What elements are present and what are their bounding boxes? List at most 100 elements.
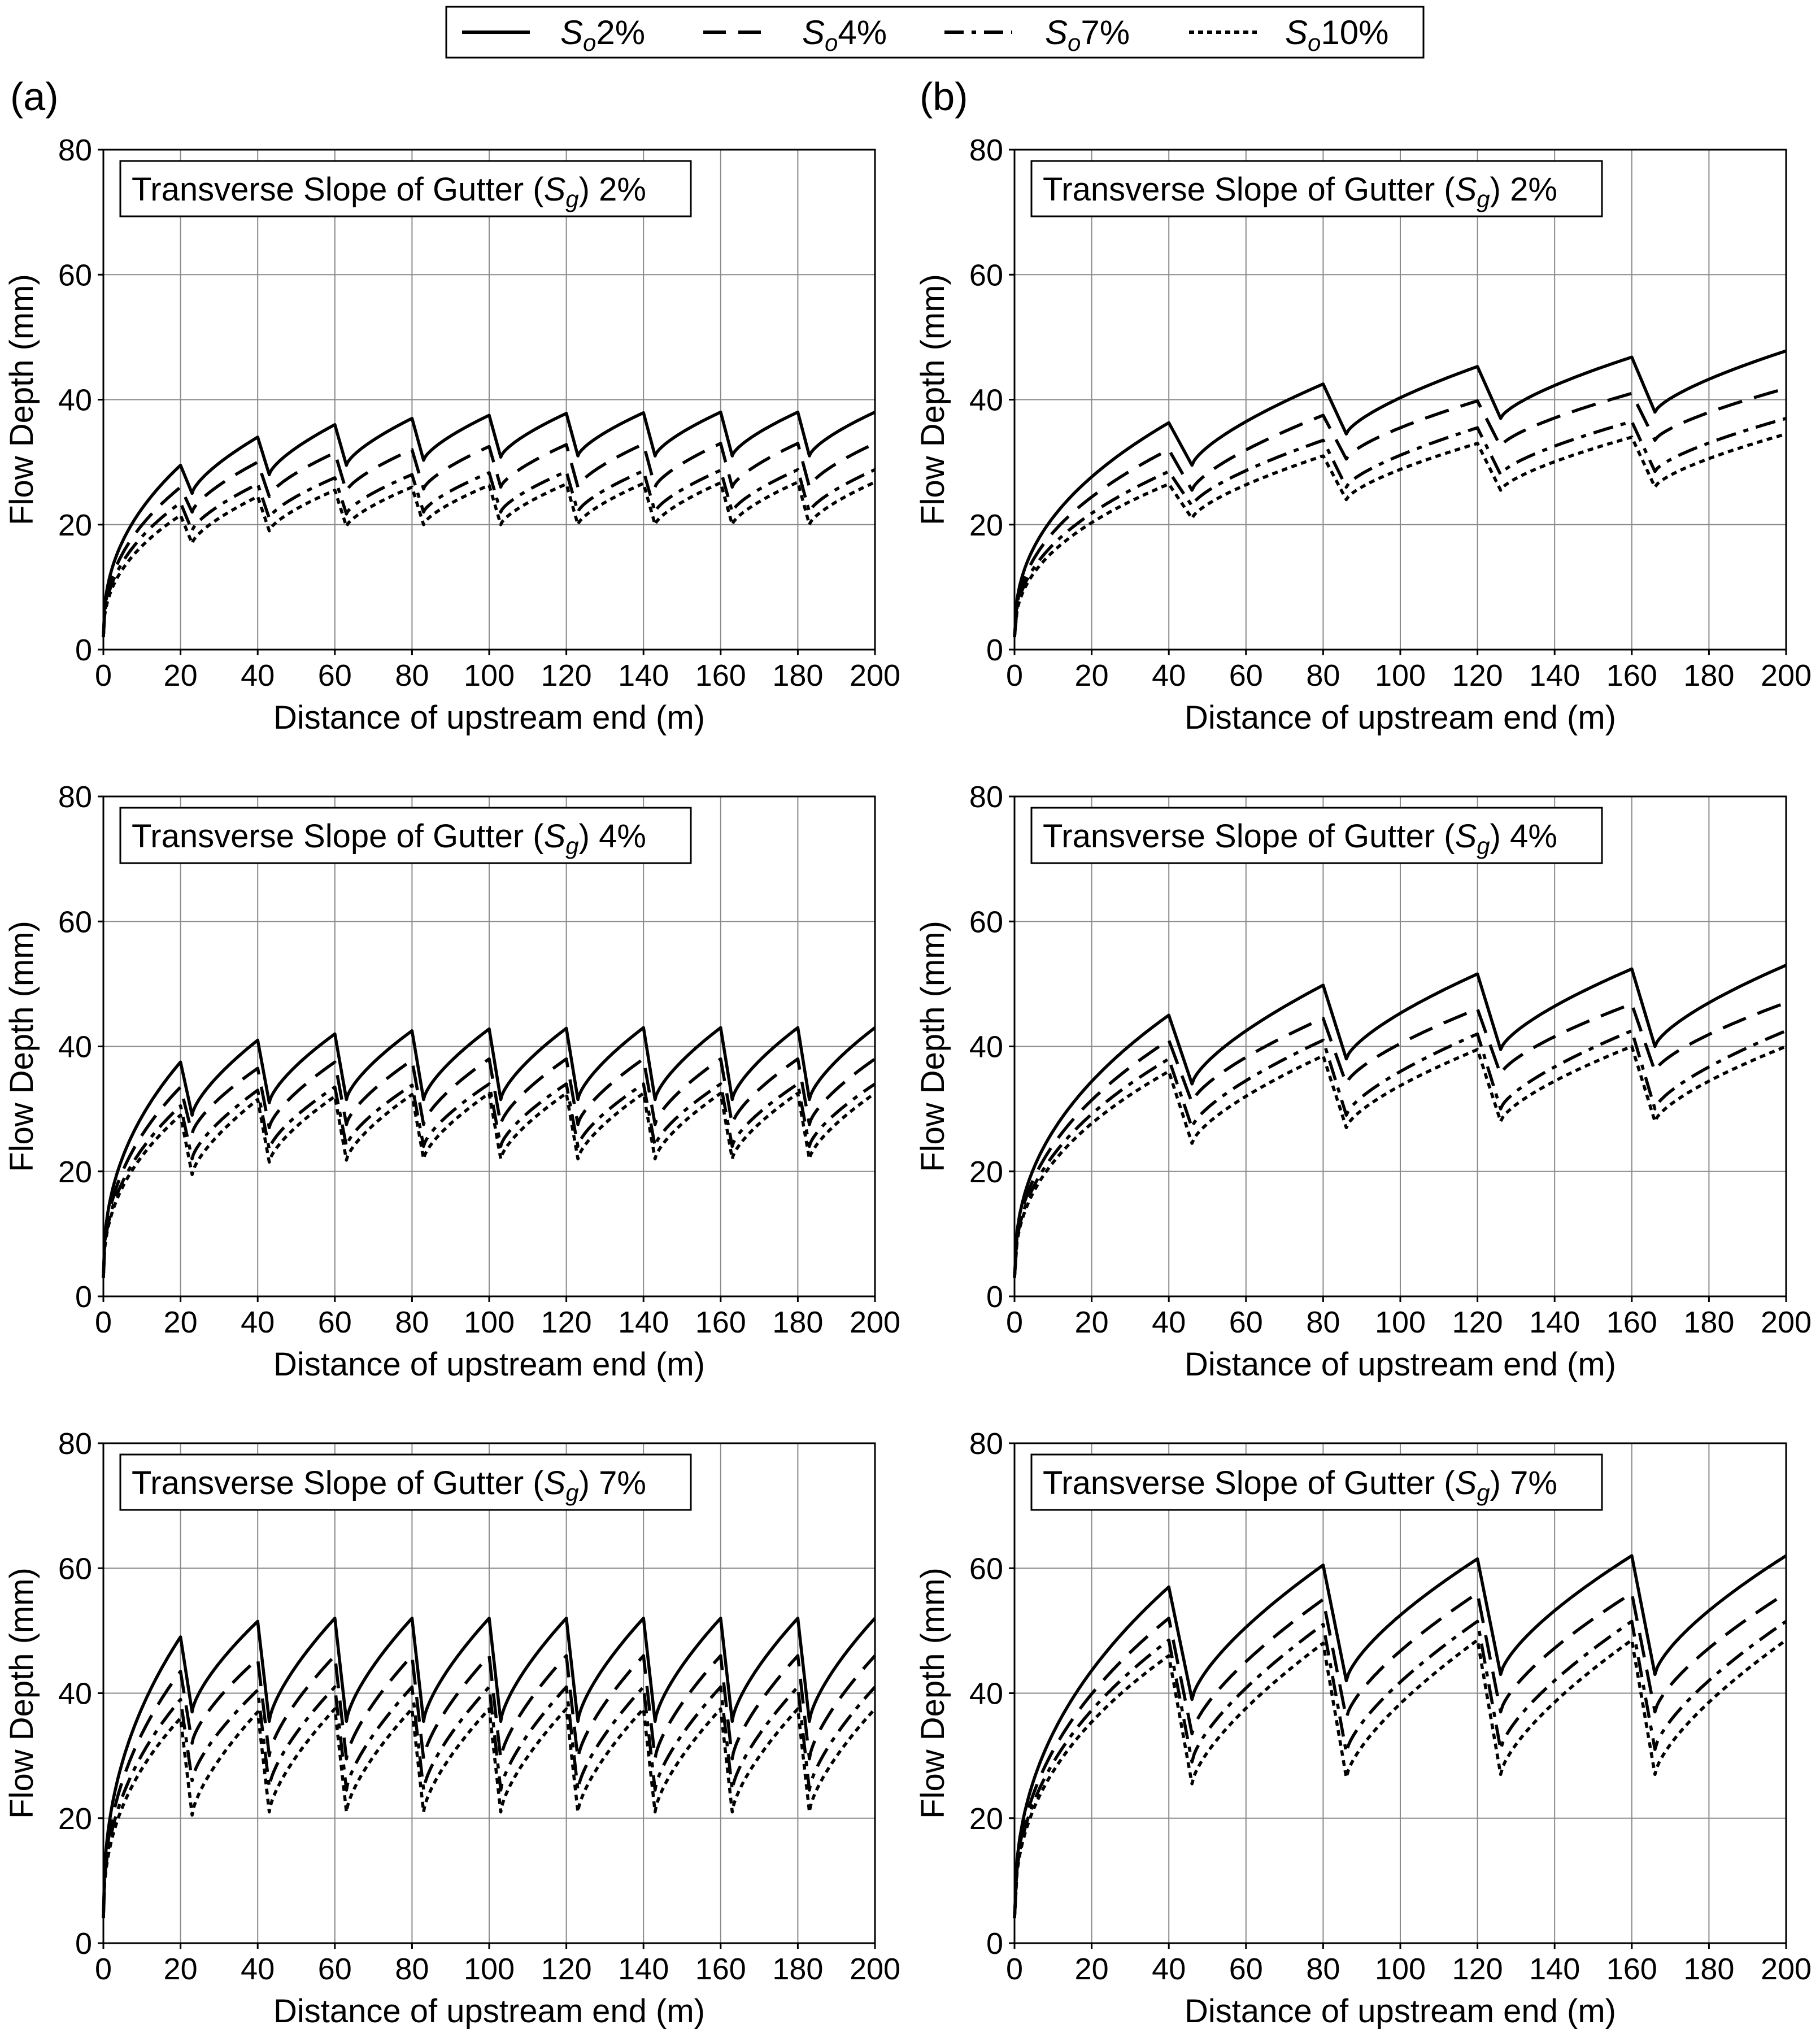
x-tick-label: 60 xyxy=(318,659,352,693)
y-axis-title: Flow Depth (mm) xyxy=(3,921,40,1172)
inset-label-text: Transverse Slope of Gutter (Sg) 4% xyxy=(132,818,646,859)
x-tick-label: 0 xyxy=(95,1952,112,1986)
series-line-so-2 xyxy=(102,1617,877,1918)
inset-label-frame xyxy=(119,160,692,217)
y-tick-label: 20 xyxy=(969,1155,1003,1189)
x-tick-label: 140 xyxy=(1529,659,1580,693)
column-label-b: (b) xyxy=(920,75,968,119)
x-tick-label: 40 xyxy=(1152,1952,1186,1986)
chart-panel-b-sg-2: 0 20 40 60 80 100 120 140 160 180 200 0 20 40 60 80 Dist… xyxy=(915,133,1812,736)
x-tick-label: 140 xyxy=(1529,1952,1580,1986)
grid xyxy=(1015,150,1786,650)
x-tick-label: 80 xyxy=(395,1952,429,1986)
inset-label: Transverse Slope of Gutter (Sg) 7% xyxy=(119,1453,692,1511)
y-tick-label: 40 xyxy=(58,384,92,417)
inset-label-text: Transverse Slope of Gutter (Sg) 2% xyxy=(132,171,646,212)
x-tick-label: 60 xyxy=(1229,1952,1263,1986)
inset-label-text: Transverse Slope of Gutter (Sg) 4% xyxy=(1043,818,1557,859)
x-tick-label: 0 xyxy=(1006,1952,1023,1986)
y-tick-label: 0 xyxy=(986,633,1003,667)
x-tick-label: 200 xyxy=(850,659,900,693)
y-tick-label: 80 xyxy=(969,780,1003,814)
chart-panel-b-sg-4: 0 20 40 60 80 100 120 140 160 180 200 0 20 40 60 80 Dist… xyxy=(915,780,1812,1383)
y-tick-label: 20 xyxy=(58,508,92,542)
chart-panel-a-sg-2: 0 20 40 60 80 100 120 140 160 180 200 0 20 40 60 80 Dist… xyxy=(3,133,900,736)
y-tick-label: 20 xyxy=(969,508,1003,542)
inset-label: Transverse Slope of Gutter (Sg) 7% xyxy=(1030,1453,1603,1511)
legend-entry-so-4: So4% xyxy=(703,14,887,56)
x-tick-label: 180 xyxy=(772,1952,823,1986)
x-tick-label: 20 xyxy=(164,1305,198,1339)
x-tick-label: 120 xyxy=(541,1305,592,1339)
x-axis-title: Distance of upstream end (m) xyxy=(273,1346,705,1383)
series-line-so-4 xyxy=(1013,386,1787,638)
series-line-so-4 xyxy=(102,1057,876,1278)
x-tick-label: 140 xyxy=(618,659,669,693)
x-tick-label: 180 xyxy=(1683,1305,1734,1339)
inset-label-frame xyxy=(1030,160,1603,217)
x-tick-label: 100 xyxy=(1375,659,1426,693)
series-line-so-7 xyxy=(102,468,876,638)
x-tick-label: 0 xyxy=(1006,1305,1023,1339)
x-axis-title: Distance of upstream end (m) xyxy=(1185,699,1616,736)
x-tick-label: 100 xyxy=(464,659,515,693)
x-axis-title: Distance of upstream end (m) xyxy=(1185,1346,1616,1383)
x-tick-label: 160 xyxy=(695,1305,746,1339)
x-tick-label: 60 xyxy=(318,1952,352,1986)
series-line-so-4 xyxy=(1013,1001,1787,1278)
x-tick-label: 200 xyxy=(1761,1305,1812,1339)
grid xyxy=(1015,1443,1786,1943)
y-axis-title: Flow Depth (mm) xyxy=(915,921,951,1172)
inset-label-frame xyxy=(119,1453,692,1511)
legend-entry-so-7: So7% xyxy=(944,14,1130,56)
x-tick-label: 40 xyxy=(1152,1305,1186,1339)
x-tick-label: 120 xyxy=(1452,1952,1503,1986)
x-tick-label: 100 xyxy=(464,1952,515,1986)
inset-label-frame xyxy=(1030,807,1603,864)
x-tick-label: 140 xyxy=(618,1952,669,1986)
series-line-so-7 xyxy=(1013,417,1787,638)
grid xyxy=(103,1443,875,1943)
x-tick-label: 180 xyxy=(772,1305,823,1339)
x-tick-label: 160 xyxy=(1606,1305,1657,1339)
x-tick-label: 160 xyxy=(695,1952,746,1986)
x-tick-label: 160 xyxy=(1606,659,1657,693)
x-tick-label: 0 xyxy=(95,659,112,693)
x-tick-label: 60 xyxy=(1229,659,1263,693)
x-tick-label: 40 xyxy=(241,1305,275,1339)
x-tick-label: 80 xyxy=(1306,1305,1340,1339)
y-tick-label: 20 xyxy=(58,1155,92,1189)
y-tick-label: 60 xyxy=(58,258,92,292)
y-tick-label: 0 xyxy=(986,1280,1003,1314)
x-tick-label: 80 xyxy=(1306,659,1340,693)
series-line-so-4 xyxy=(1013,1591,1787,1918)
series-line-so-2 xyxy=(1013,964,1787,1278)
x-tick-label: 200 xyxy=(1761,1952,1812,1986)
x-tick-label: 120 xyxy=(1452,1305,1503,1339)
y-tick-label: 60 xyxy=(969,905,1003,939)
y-tick-label: 20 xyxy=(969,1802,1003,1836)
inset-label: Transverse Slope of Gutter (Sg) 4% xyxy=(1030,807,1603,864)
x-tick-label: 20 xyxy=(1075,1952,1109,1986)
x-tick-label: 200 xyxy=(850,1305,900,1339)
x-tick-label: 60 xyxy=(1229,1305,1263,1339)
series-line-so-10 xyxy=(102,1091,876,1278)
series-line-so-10 xyxy=(1013,1638,1787,1918)
y-tick-label: 60 xyxy=(58,905,92,939)
series-line-so-7 xyxy=(102,1082,876,1278)
legend: So2% So4% So7% So10% xyxy=(445,6,1425,59)
series-line-so-10 xyxy=(102,1707,877,1918)
y-tick-label: 80 xyxy=(969,1427,1003,1461)
x-tick-label: 160 xyxy=(695,659,746,693)
series-line-so-2 xyxy=(102,410,876,638)
x-tick-label: 100 xyxy=(1375,1305,1426,1339)
series-line-so-10 xyxy=(102,480,876,638)
y-tick-label: 60 xyxy=(969,258,1003,292)
series-line-so-2 xyxy=(1013,1554,1787,1918)
series-line-so-4 xyxy=(102,1654,877,1918)
x-tick-label: 200 xyxy=(1761,659,1812,693)
x-tick-label: 100 xyxy=(464,1305,515,1339)
y-axis-title: Flow Depth (mm) xyxy=(915,274,951,525)
y-tick-label: 40 xyxy=(58,1030,92,1064)
